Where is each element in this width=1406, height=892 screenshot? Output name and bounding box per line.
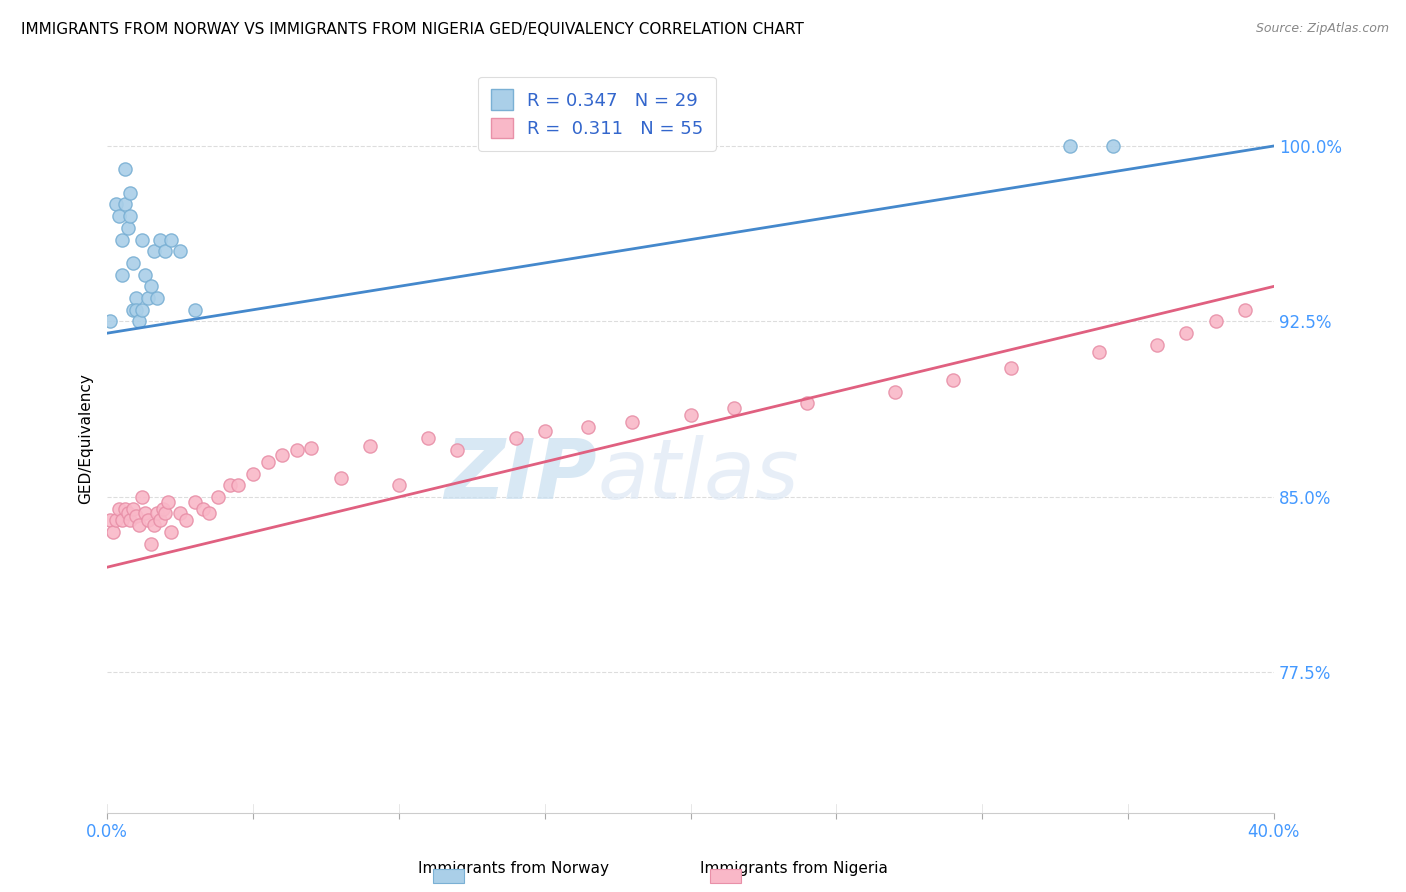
Point: [155, 244, 177, 259]
Point: [104, 513, 127, 527]
Point: [271, 448, 294, 462]
Point: [160, 233, 183, 247]
Y-axis label: GED/Equivalency: GED/Equivalency: [79, 373, 93, 504]
Point: [149, 233, 172, 247]
Point: [111, 513, 134, 527]
Point: [388, 478, 411, 492]
Point: [108, 501, 131, 516]
Point: [160, 525, 183, 540]
Point: [117, 507, 139, 521]
Point: [131, 302, 153, 317]
Point: [98, 513, 121, 527]
Point: [883, 384, 905, 399]
Point: [125, 302, 148, 317]
Point: [120, 209, 142, 223]
Point: [101, 525, 124, 540]
Point: [122, 256, 145, 270]
Point: [621, 415, 644, 429]
Point: [679, 408, 702, 422]
Point: [942, 373, 965, 387]
Point: [114, 501, 136, 516]
Point: [117, 220, 139, 235]
Point: [145, 507, 167, 521]
Text: Source: ZipAtlas.com: Source: ZipAtlas.com: [1256, 22, 1389, 36]
Point: [1205, 314, 1227, 328]
Point: [149, 513, 172, 527]
Point: [218, 478, 240, 492]
Point: [131, 233, 153, 247]
Point: [242, 467, 264, 481]
Point: [128, 518, 150, 533]
Point: [136, 513, 159, 527]
Point: [98, 314, 121, 328]
Point: [198, 507, 221, 521]
Point: [111, 233, 134, 247]
Point: [228, 478, 250, 492]
Point: [122, 501, 145, 516]
Point: [723, 401, 745, 415]
Text: ZIP: ZIP: [444, 435, 598, 516]
Point: [796, 396, 818, 410]
Point: [134, 268, 156, 282]
Point: [1059, 139, 1081, 153]
Point: [122, 302, 145, 317]
Point: [299, 441, 322, 455]
Point: [329, 471, 352, 485]
Point: [114, 197, 136, 211]
Point: [139, 279, 162, 293]
Text: Immigrants from Norway: Immigrants from Norway: [418, 861, 609, 876]
Point: [1088, 345, 1111, 359]
Point: [183, 494, 205, 508]
Point: [183, 302, 205, 317]
Point: [108, 209, 131, 223]
Point: [193, 501, 215, 516]
Point: [207, 490, 229, 504]
Point: [145, 291, 167, 305]
Point: [131, 490, 153, 504]
Point: [285, 443, 308, 458]
Point: [142, 518, 165, 533]
Point: [157, 494, 180, 508]
Legend: R = 0.347   N = 29, R =  0.311   N = 55: R = 0.347 N = 29, R = 0.311 N = 55: [478, 77, 716, 151]
Text: Immigrants from Nigeria: Immigrants from Nigeria: [700, 861, 889, 876]
Point: [1000, 361, 1022, 376]
Point: [134, 507, 156, 521]
Point: [169, 507, 191, 521]
Point: [1146, 338, 1168, 352]
Point: [111, 268, 134, 282]
Point: [125, 291, 148, 305]
Point: [104, 197, 127, 211]
Point: [125, 508, 148, 523]
Point: [1102, 139, 1125, 153]
Point: [446, 443, 468, 458]
Point: [155, 507, 177, 521]
Point: [139, 537, 162, 551]
Point: [1233, 302, 1256, 317]
Point: [359, 438, 381, 452]
Point: [505, 432, 527, 446]
Point: [416, 432, 439, 446]
Point: [128, 314, 150, 328]
Point: [120, 513, 142, 527]
Point: [152, 501, 174, 516]
Point: [578, 419, 600, 434]
Text: atlas: atlas: [598, 435, 799, 516]
Point: [114, 162, 136, 177]
Point: [136, 291, 159, 305]
Point: [174, 513, 197, 527]
Point: [120, 186, 142, 200]
Point: [142, 244, 165, 259]
Point: [169, 244, 191, 259]
Point: [256, 455, 278, 469]
Point: [1175, 326, 1198, 341]
Text: IMMIGRANTS FROM NORWAY VS IMMIGRANTS FROM NIGERIA GED/EQUIVALENCY CORRELATION CH: IMMIGRANTS FROM NORWAY VS IMMIGRANTS FRO…: [21, 22, 804, 37]
Point: [533, 425, 555, 439]
